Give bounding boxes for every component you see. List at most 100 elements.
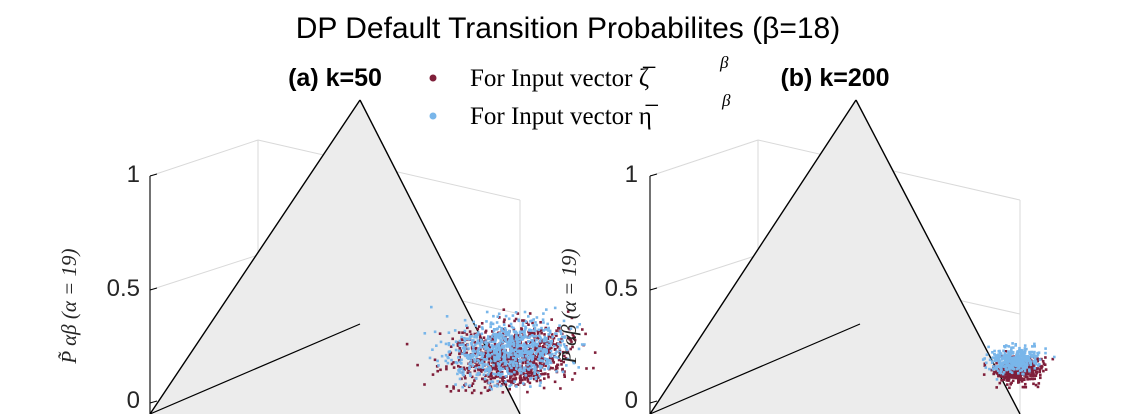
panel-a-point-eta <box>546 367 550 370</box>
panel-a-point-zeta <box>470 384 473 388</box>
panel-a-point-zeta <box>495 364 499 368</box>
panel-a-point-eta <box>524 351 528 355</box>
panel-b-point-zeta <box>1038 365 1042 368</box>
panel-a-point-eta <box>468 365 471 369</box>
panel-b-point-zeta <box>1002 368 1006 371</box>
legend-marker-eta <box>429 112 437 120</box>
panel-a-point-eta <box>507 362 511 366</box>
panel-a-point-eta <box>474 366 478 370</box>
panel-a-point-eta <box>538 340 542 343</box>
panel-a-point-eta <box>508 353 511 356</box>
panel-a-point-eta <box>531 345 535 349</box>
panel-b-point-eta <box>1032 360 1036 363</box>
panel-a-point-zeta <box>532 339 536 342</box>
panel-a-point-eta <box>499 374 502 378</box>
panel-a-point-zeta <box>556 366 559 370</box>
panel-a-point-eta <box>539 337 543 340</box>
panel-a-point-eta <box>500 344 504 348</box>
panel-a-point-eta <box>446 355 449 359</box>
panel-a-point-zeta <box>527 371 530 375</box>
panel-a-point-eta <box>435 344 438 347</box>
panel-a-point-zeta <box>503 364 506 368</box>
panel-b-point-zeta <box>1034 367 1038 370</box>
panel-a-point-eta <box>462 336 466 340</box>
panel-a-point-zeta <box>508 369 512 373</box>
panel-a-point-zeta <box>527 360 531 364</box>
panel-a-point-eta <box>495 355 499 359</box>
panel-a-point-eta <box>537 371 540 374</box>
panel-a-point-eta <box>470 342 473 345</box>
panel-a-point-eta <box>475 336 479 339</box>
panel-a-point-zeta <box>554 368 558 371</box>
panel-a-point-zeta <box>552 361 555 364</box>
panel-a-point-eta <box>547 326 550 330</box>
panel-b-point-eta <box>1024 349 1027 353</box>
panel-b-point-zeta <box>1051 357 1055 361</box>
panel-a-point-zeta <box>438 332 442 335</box>
panel-a-point-eta <box>561 335 564 339</box>
panel-a-point-eta <box>565 364 568 367</box>
panel-a-point-eta <box>533 372 536 376</box>
panel-a-point-eta <box>556 356 560 360</box>
panel-a-point-eta <box>537 358 540 361</box>
panel-a-point-zeta <box>491 366 495 370</box>
panel-a-point-eta <box>530 351 533 355</box>
panel-b-point-eta <box>1003 345 1006 348</box>
panel-b-point-zeta <box>1030 370 1033 374</box>
panel-b-point-eta <box>1018 349 1021 352</box>
panel-a-point-zeta <box>474 346 478 350</box>
panel-a-point-eta <box>535 323 538 327</box>
panel-b-point-zeta <box>1008 386 1011 390</box>
panel-a-point-eta <box>521 358 525 362</box>
panel-b-point-eta <box>994 365 998 368</box>
panel-a-point-eta <box>534 343 538 347</box>
panel-a-point-zeta <box>516 360 520 364</box>
panel-a-point-eta <box>498 350 502 354</box>
panel-a-point-zeta <box>452 366 456 369</box>
panel-b-point-zeta <box>1012 369 1015 372</box>
panel-b-point-zeta <box>1042 362 1046 365</box>
panel-a-point-eta <box>504 337 508 340</box>
panel-a-point-eta <box>444 342 448 346</box>
panel-a-point-zeta <box>521 319 524 322</box>
panel-a-point-eta <box>527 367 530 371</box>
panel-a-point-eta <box>523 335 527 338</box>
panel-b-point-eta <box>1002 370 1006 374</box>
panel-a-point-eta <box>493 355 496 359</box>
panel-a-point-zeta <box>539 369 543 372</box>
panel-a-point-eta <box>486 350 490 353</box>
panel-a-point-zeta <box>522 376 526 379</box>
panel-a-simplex <box>150 100 520 414</box>
panel-b-point-eta <box>1020 348 1023 352</box>
panel-b-point-eta <box>1023 344 1027 347</box>
panel-a-point-eta <box>512 360 515 363</box>
panel-a-point-eta <box>474 324 477 327</box>
panel-a-point-zeta <box>501 366 505 369</box>
panel-b-point-eta <box>1023 351 1027 355</box>
panel-a-point-zeta <box>489 374 493 377</box>
panel-a-point-zeta <box>456 343 460 346</box>
panel-a-point-eta <box>537 334 541 338</box>
panel-a-point-zeta <box>559 387 562 390</box>
panel-a-point-eta <box>520 353 523 356</box>
panel-a-point-eta <box>531 340 534 344</box>
panel-a-point-eta <box>542 339 546 343</box>
panel-a-point-zeta <box>547 334 551 338</box>
panel-b-scatter <box>981 342 1056 390</box>
panel-a-point-eta <box>541 354 544 358</box>
panel-a-point-zeta <box>483 386 487 389</box>
panel-a-point-eta <box>461 385 464 389</box>
panel-a-point-eta <box>504 360 508 364</box>
panel-a-point-eta <box>542 312 545 315</box>
panel-b-point-eta <box>1025 366 1028 369</box>
panel-b-point-zeta <box>1017 378 1021 382</box>
panel-b-point-zeta <box>1026 372 1029 376</box>
panel-a-point-zeta <box>542 353 546 356</box>
panel-b-point-eta <box>997 353 1000 356</box>
panel-a-point-eta <box>507 317 511 321</box>
panel-a-point-eta <box>507 343 511 347</box>
panel-a-point-eta <box>450 358 453 362</box>
panel-b-point-eta <box>1029 363 1033 366</box>
panel-b-point-eta <box>1021 354 1024 357</box>
